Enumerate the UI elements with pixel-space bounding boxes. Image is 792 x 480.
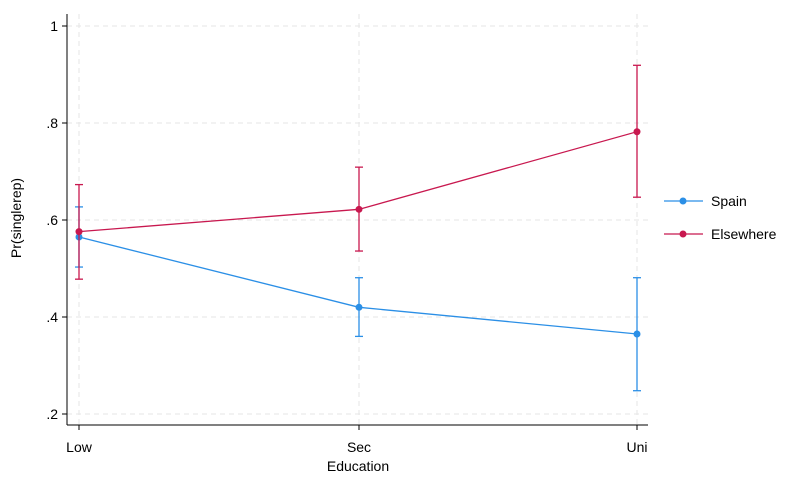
legend-item-elsewhere: Elsewhere <box>664 226 777 242</box>
data-point <box>633 330 641 338</box>
series-spain <box>75 206 641 392</box>
legend: Spain Elsewhere <box>664 193 777 242</box>
axes: Pr(singlerep) Education .2 .4 .6 .8 1 Low Sec U… <box>8 14 648 474</box>
y-tick-label: .2 <box>46 406 58 422</box>
data-point <box>633 128 641 136</box>
x-tick-label: Low <box>66 439 93 455</box>
data-point <box>355 303 363 311</box>
legend-swatch-marker <box>679 230 687 238</box>
legend-label: Elsewhere <box>711 226 777 242</box>
legend-item-spain: Spain <box>664 193 747 209</box>
series-line <box>78 131 638 233</box>
x-axis-title: Education <box>327 458 389 474</box>
x-tick-label: Sec <box>347 439 371 455</box>
data-point <box>355 205 363 213</box>
x-tick-label: Uni <box>626 439 647 455</box>
data-point <box>75 228 83 236</box>
legend-swatch-marker <box>679 197 687 205</box>
legend-label: Spain <box>711 193 747 209</box>
y-tick-label: 1 <box>50 18 58 34</box>
y-tick-label: .8 <box>46 115 58 131</box>
series-elsewhere <box>75 64 641 280</box>
y-axis-title: Pr(singlerep) <box>8 178 24 258</box>
series <box>75 64 641 392</box>
grid <box>67 14 648 425</box>
y-tick-label: .4 <box>46 309 58 325</box>
y-tick-label: .6 <box>46 212 58 228</box>
